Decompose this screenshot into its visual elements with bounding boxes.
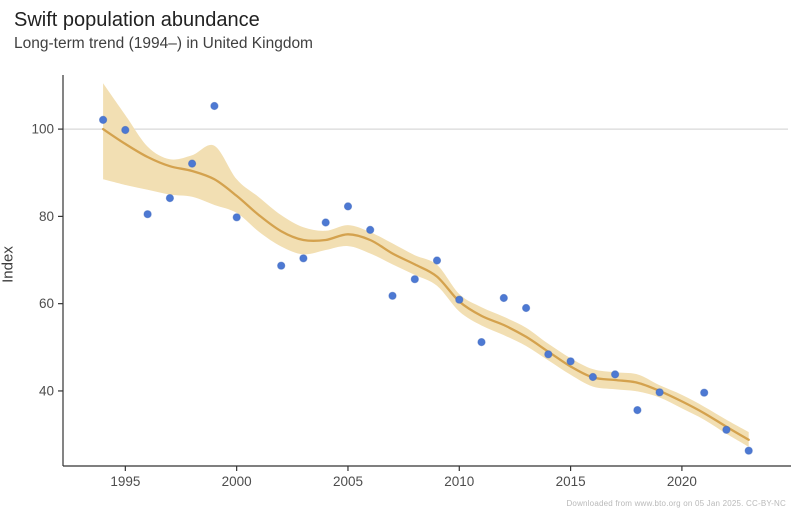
confidence-band [103, 83, 749, 447]
page-title: Swift population abundance [14, 9, 260, 31]
data-point [366, 225, 375, 234]
data-point [544, 350, 553, 359]
data-point [655, 388, 664, 397]
data-point [611, 370, 620, 379]
x-tick-label: 2000 [222, 474, 252, 489]
x-tick-label: 2010 [444, 474, 474, 489]
data-point [477, 338, 486, 347]
y-tick-label: 100 [31, 122, 54, 137]
x-tick-label: 2015 [556, 474, 586, 489]
data-point [566, 357, 575, 366]
chart-subtitle: Long-term trend (1994–) in United Kingdo… [14, 35, 313, 52]
y-tick-label: 60 [39, 296, 54, 311]
data-point [432, 256, 442, 265]
data-point [277, 261, 286, 270]
data-point [299, 254, 308, 263]
data-point [99, 115, 108, 125]
data-point [165, 194, 174, 203]
attribution-text: Downloaded from www.bto.org on 05 Jan 20… [566, 499, 786, 508]
data-point [188, 159, 197, 168]
data-point [210, 101, 219, 111]
y-tick-label: 40 [39, 383, 54, 398]
y-tick-label: 80 [39, 209, 54, 224]
data-point [321, 218, 330, 227]
data-point [343, 202, 353, 211]
data-point [143, 210, 152, 219]
trend-line [101, 127, 750, 441]
x-tick-label: 1995 [110, 474, 140, 489]
data-point [121, 125, 130, 135]
data-point [388, 291, 397, 300]
data-point [455, 295, 464, 304]
x-tick-label: 2005 [333, 474, 363, 489]
data-point [700, 388, 709, 397]
data-point [588, 372, 598, 382]
data-point [499, 293, 508, 303]
data-point [633, 406, 642, 415]
data-point [522, 303, 531, 313]
data-point [232, 213, 241, 222]
data-point [410, 275, 419, 284]
data-point [744, 446, 753, 455]
data-point [722, 425, 731, 434]
x-tick-label: 2020 [667, 474, 697, 489]
